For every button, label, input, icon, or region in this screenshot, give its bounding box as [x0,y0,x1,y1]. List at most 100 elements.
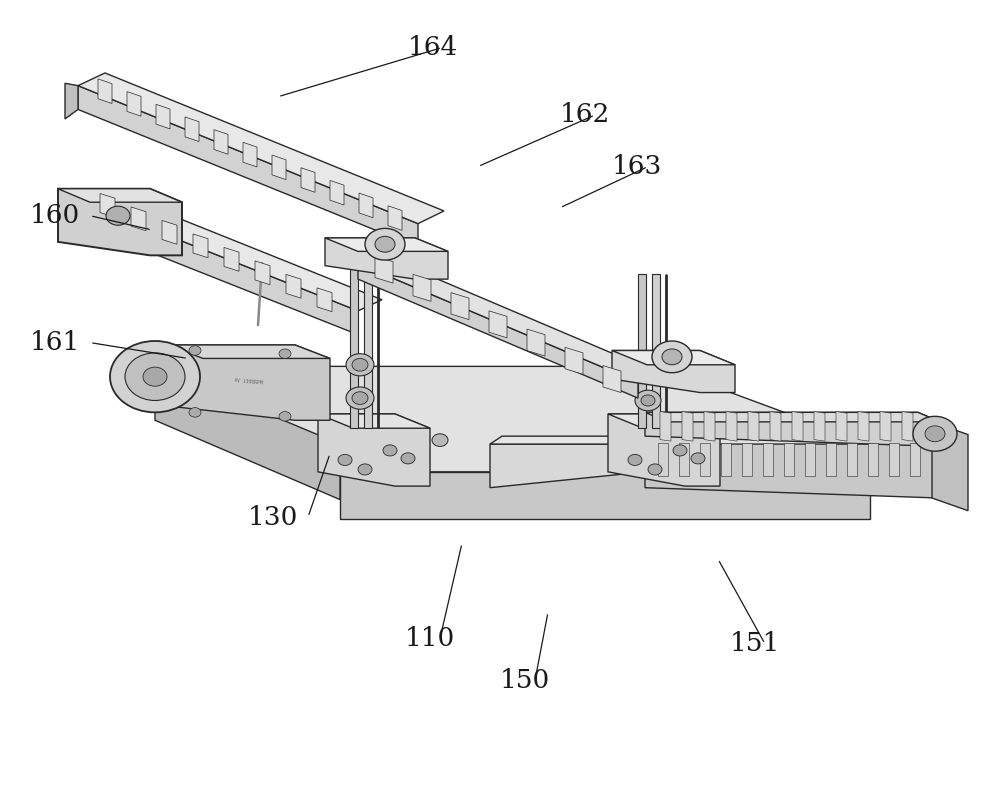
Text: 130: 130 [248,504,298,530]
Polygon shape [858,412,869,441]
Polygon shape [168,345,330,420]
Polygon shape [770,412,781,441]
Polygon shape [721,443,731,476]
Circle shape [522,455,538,468]
Polygon shape [78,86,418,247]
Text: 110: 110 [405,626,455,651]
Polygon shape [340,472,870,519]
Text: 163: 163 [612,154,662,179]
Polygon shape [658,443,668,476]
Circle shape [432,434,448,446]
Polygon shape [880,412,891,441]
Polygon shape [100,193,115,217]
Circle shape [648,464,662,475]
Polygon shape [603,366,621,393]
Circle shape [641,395,655,406]
Text: 160: 160 [30,203,80,228]
Polygon shape [413,274,431,301]
Circle shape [279,349,291,358]
Polygon shape [652,274,660,428]
Circle shape [383,445,397,456]
Polygon shape [350,254,358,428]
Circle shape [375,236,395,252]
Polygon shape [375,256,393,283]
Polygon shape [78,189,382,311]
Polygon shape [608,414,720,486]
Polygon shape [645,412,940,422]
Polygon shape [388,205,402,230]
Polygon shape [255,261,270,285]
Circle shape [673,445,687,456]
Polygon shape [243,142,257,167]
Polygon shape [358,263,638,398]
Polygon shape [317,288,332,312]
Polygon shape [763,443,773,476]
Circle shape [279,412,291,421]
Circle shape [106,206,130,225]
Text: 150: 150 [500,668,550,693]
Polygon shape [58,189,182,255]
Polygon shape [889,443,899,476]
Circle shape [352,358,368,371]
Polygon shape [565,347,583,374]
Polygon shape [359,193,373,217]
Polygon shape [318,414,430,428]
Polygon shape [127,92,141,116]
Polygon shape [168,345,330,358]
Polygon shape [185,117,199,141]
Polygon shape [726,412,737,441]
Polygon shape [868,443,878,476]
Circle shape [358,464,372,475]
Polygon shape [131,207,146,231]
Circle shape [346,354,374,376]
Circle shape [401,453,415,464]
Polygon shape [214,129,228,154]
Circle shape [143,367,167,386]
Polygon shape [612,351,735,365]
Text: 162: 162 [560,102,610,128]
Circle shape [189,346,201,355]
Circle shape [635,390,661,411]
Polygon shape [826,443,836,476]
Polygon shape [325,238,448,279]
Circle shape [635,361,661,381]
Polygon shape [805,443,815,476]
Circle shape [346,387,374,409]
Text: 161: 161 [30,330,80,355]
Polygon shape [784,443,794,476]
Polygon shape [910,443,920,476]
Circle shape [602,447,618,460]
Polygon shape [78,200,358,335]
Polygon shape [742,443,752,476]
Polygon shape [638,274,646,428]
Polygon shape [318,414,430,486]
Polygon shape [836,412,847,441]
Polygon shape [527,329,545,356]
Circle shape [925,426,945,442]
Text: 151: 151 [730,631,780,657]
Circle shape [125,353,185,400]
Polygon shape [155,366,870,472]
Polygon shape [364,254,372,428]
Polygon shape [932,422,968,511]
Circle shape [913,416,957,451]
Polygon shape [358,254,658,382]
Circle shape [110,341,200,412]
Text: 4V 1300RPM: 4V 1300RPM [233,378,263,386]
Polygon shape [272,155,286,179]
Polygon shape [193,234,208,258]
Polygon shape [660,412,671,441]
Polygon shape [301,168,315,192]
Circle shape [365,228,405,260]
Polygon shape [682,412,693,441]
Polygon shape [58,189,182,202]
Polygon shape [65,83,78,119]
Polygon shape [679,443,689,476]
Polygon shape [78,73,444,224]
Polygon shape [162,220,177,244]
Polygon shape [645,412,940,446]
Circle shape [652,341,692,373]
Circle shape [189,408,201,417]
Polygon shape [490,436,620,444]
Polygon shape [902,412,913,441]
